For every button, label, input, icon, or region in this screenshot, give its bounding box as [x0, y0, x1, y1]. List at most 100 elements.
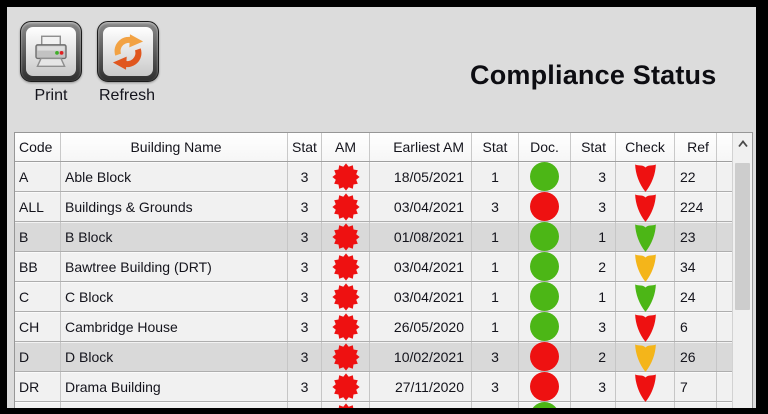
cell-doc	[519, 312, 571, 341]
scrollbar-thumb[interactable]	[735, 163, 750, 310]
cell-check	[616, 312, 675, 342]
column-header-building-name[interactable]: Building Name	[61, 133, 288, 161]
cell-doc	[519, 252, 571, 281]
column-header-code[interactable]: Code	[15, 133, 61, 161]
cell-stat-check	[571, 402, 616, 408]
cell-am	[322, 402, 370, 408]
am-status-icon	[338, 402, 353, 408]
cell-stat-am: 3	[288, 282, 322, 311]
cell-stat-doc: 3	[472, 192, 519, 221]
table-row[interactable]: A Able Block 3 18/05/2021 1 3 22	[15, 162, 732, 192]
check-status-icon	[634, 253, 656, 282]
cell-filler	[717, 252, 732, 281]
table-row[interactable]: BB Bawtree Building (DRT) 3 03/04/2021 1 2 34	[15, 252, 732, 282]
cell-doc	[519, 192, 571, 221]
column-header-stat-doc[interactable]: Stat	[472, 133, 519, 161]
column-header-earliest-am[interactable]: Earliest AM	[370, 133, 472, 161]
table-row[interactable]: DR Drama Building 3 27/11/2020 3 3 7	[15, 372, 732, 402]
cell-stat-doc: 3	[472, 342, 519, 371]
am-status-icon	[331, 282, 360, 311]
am-status-icon	[331, 372, 360, 401]
cell-doc	[519, 342, 571, 371]
check-status-icon	[634, 193, 656, 222]
cell-code: C	[15, 282, 61, 311]
table-body: A Able Block 3 18/05/2021 1 3 22 ALL Buildings &…	[15, 162, 752, 408]
cell-code: ALL	[15, 192, 61, 221]
am-status-icon	[331, 312, 360, 341]
refresh-button[interactable]	[97, 21, 159, 82]
column-header-check[interactable]: Check	[616, 133, 675, 161]
cell-ref: 24	[675, 282, 717, 311]
refresh-button-label: Refresh	[98, 87, 156, 104]
cell-stat-check: 3	[571, 372, 616, 401]
cell-ref: 7	[675, 372, 717, 401]
am-status-icon	[331, 162, 360, 191]
column-header-doc[interactable]: Doc.	[519, 133, 571, 161]
cell-stat-doc: 1	[472, 162, 519, 191]
table-row[interactable]	[15, 402, 732, 408]
cell-am	[322, 372, 370, 401]
cell-building-name: Able Block	[61, 162, 288, 191]
doc-status-icon	[530, 372, 559, 401]
cell-building-name: C Block	[61, 282, 288, 311]
cell-check	[616, 192, 675, 222]
cell-stat-doc: 1	[472, 252, 519, 281]
cell-check	[616, 162, 675, 192]
cell-earliest-am: 10/02/2021	[370, 342, 472, 371]
cell-stat-am: 3	[288, 372, 322, 401]
cell-am	[322, 162, 370, 191]
cell-check	[616, 252, 675, 282]
cell-filler	[717, 162, 732, 191]
chevron-up-icon	[737, 139, 748, 147]
cell-earliest-am	[370, 402, 472, 408]
am-status-icon	[331, 222, 360, 251]
cell-earliest-am: 01/08/2021	[370, 222, 472, 251]
cell-building-name: Bawtree Building (DRT)	[61, 252, 288, 281]
cell-stat-am: 3	[288, 222, 322, 251]
vertical-scrollbar[interactable]	[732, 133, 752, 408]
cell-stat-check: 3	[571, 162, 616, 191]
cell-filler	[717, 402, 732, 408]
cell-stat-doc: 1	[472, 312, 519, 341]
cell-am	[322, 282, 370, 311]
refresh-icon	[103, 27, 153, 76]
check-status-icon	[634, 313, 656, 342]
cell-building-name: Cambridge House	[61, 312, 288, 341]
cell-ref: 26	[675, 342, 717, 371]
cell-earliest-am: 03/04/2021	[370, 252, 472, 281]
cell-code	[15, 402, 61, 408]
cell-ref: 224	[675, 192, 717, 221]
cell-ref: 22	[675, 162, 717, 191]
cell-doc	[519, 222, 571, 251]
table-row[interactable]: CH Cambridge House 3 26/05/2020 1 3 6	[15, 312, 732, 342]
doc-status-icon	[530, 192, 559, 221]
cell-earliest-am: 27/11/2020	[370, 372, 472, 401]
am-status-icon	[331, 252, 360, 281]
cell-stat-am: 3	[288, 192, 322, 221]
cell-doc	[519, 372, 571, 401]
table-header-row: Code Building Name Stat AM Earliest AM S…	[15, 133, 732, 162]
column-header-ref[interactable]: Ref	[675, 133, 717, 161]
table-row[interactable]: ALL Buildings & Grounds 3 03/04/2021 3 3 224	[15, 192, 732, 222]
cell-doc	[519, 282, 571, 311]
column-header-stat-check[interactable]: Stat	[571, 133, 616, 161]
cell-code: D	[15, 342, 61, 371]
doc-status-icon	[530, 252, 559, 281]
cell-doc	[519, 162, 571, 191]
doc-status-icon	[530, 162, 559, 191]
cell-code: B	[15, 222, 61, 251]
check-status-icon	[634, 223, 656, 252]
doc-status-icon	[530, 222, 559, 251]
cell-stat-check: 3	[571, 312, 616, 341]
cell-ref: 23	[675, 222, 717, 251]
scroll-up-button[interactable]	[733, 133, 752, 154]
cell-stat-doc: 1	[472, 222, 519, 251]
print-button[interactable]	[20, 21, 82, 82]
cell-am	[322, 222, 370, 251]
column-header-stat-am[interactable]: Stat	[288, 133, 322, 161]
cell-stat-check: 1	[571, 222, 616, 251]
column-header-am[interactable]: AM	[322, 133, 370, 161]
